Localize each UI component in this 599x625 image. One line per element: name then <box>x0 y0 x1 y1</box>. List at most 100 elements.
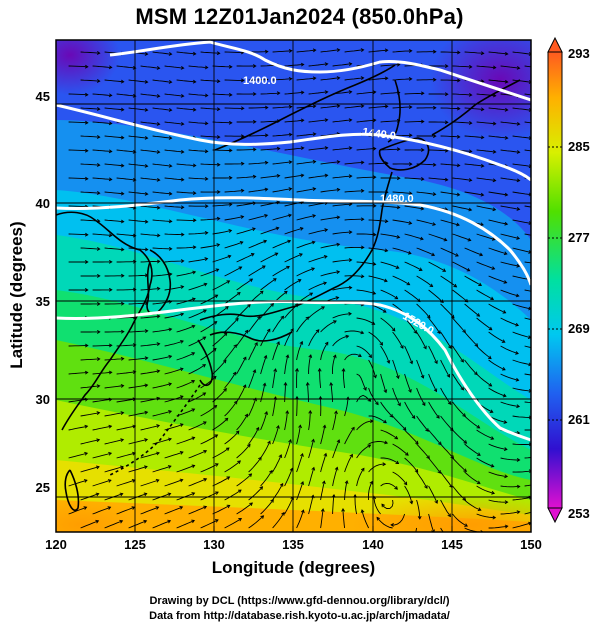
streamline-arrowhead <box>155 506 160 510</box>
streamline-arrowhead <box>228 120 233 125</box>
streamline-408 <box>512 331 531 339</box>
streamline-arrowhead <box>239 241 244 245</box>
streamline-arrowhead <box>317 367 322 372</box>
streamline-arrowhead <box>528 469 531 474</box>
streamline-arrowhead <box>288 132 293 137</box>
streamline-566 <box>92 452 112 459</box>
streamline-540 <box>404 429 419 445</box>
streamline-440 <box>344 353 362 361</box>
streamline-556 <box>320 425 326 445</box>
streamline-641 <box>488 499 508 503</box>
streamline-arrowhead <box>204 149 209 154</box>
streamline-arrowhead <box>156 342 161 346</box>
streamline-arrowhead <box>84 370 89 375</box>
streamline-arrowhead <box>405 452 409 456</box>
streamline-arrowhead <box>515 351 519 355</box>
streamline-501 <box>404 401 416 419</box>
streamline-arrowhead <box>264 49 269 54</box>
streamline-arrowhead <box>503 420 508 424</box>
streamline-arrowhead <box>372 146 377 151</box>
streamline-arrowhead <box>96 411 101 416</box>
streamline-615 <box>332 467 338 487</box>
streamline-46 <box>248 79 268 81</box>
streamline-337 <box>212 280 230 291</box>
x-tick-label: 145 <box>441 537 463 552</box>
streamline-623 <box>524 484 531 487</box>
streamline-552 <box>224 430 240 445</box>
streamline-63 <box>188 93 208 97</box>
y-tick-label: 45 <box>36 89 50 104</box>
streamline-192 <box>476 177 496 182</box>
streamline-110 <box>380 120 400 123</box>
streamline-arrowhead <box>332 354 337 359</box>
streamline-arrowhead <box>312 214 317 218</box>
streamline-arrowhead <box>390 523 394 527</box>
streamline-arrowhead <box>191 519 195 524</box>
streamline-203 <box>272 188 292 193</box>
streamline-arrowhead <box>244 413 249 418</box>
streamline-132 <box>440 135 460 138</box>
streamline-442 <box>392 359 399 379</box>
streamline-arrowhead <box>408 77 413 81</box>
streamline-249 <box>440 219 460 226</box>
streamline-arrowhead <box>262 382 267 387</box>
streamline-52 <box>392 78 412 81</box>
streamline-310 <box>500 261 520 267</box>
streamline-arrowhead <box>336 104 341 108</box>
streamline-arrowhead <box>384 48 389 53</box>
streamline-arrowhead <box>263 354 268 359</box>
streamline-653 <box>308 495 314 515</box>
streamline-444 <box>440 359 450 378</box>
streamline-675 <box>361 509 370 529</box>
streamline-547 <box>104 439 124 445</box>
streamline-arrowhead <box>504 51 509 56</box>
streamline-387 <box>476 317 493 331</box>
streamline-435 <box>224 344 237 361</box>
streamline-319 <box>248 265 266 277</box>
streamline-199 <box>176 191 196 194</box>
streamline-arrowhead <box>541 151 544 154</box>
streamline-672 <box>296 509 304 529</box>
streamline-arrowhead <box>516 404 521 409</box>
streamline-arrowhead <box>491 266 496 270</box>
streamline-311 <box>524 261 531 264</box>
streamline-arrowhead <box>120 219 125 224</box>
streamline-arrowhead <box>420 177 425 181</box>
streamline-arrowhead <box>492 121 497 126</box>
streamline-531 <box>188 421 207 431</box>
streamline-arrowhead <box>395 265 400 269</box>
streamline-270 <box>476 233 496 241</box>
streamline-434 <box>200 348 217 361</box>
streamline-arrowhead <box>168 327 173 332</box>
streamline-602 <box>488 471 508 477</box>
streamline-arrowhead <box>203 309 207 313</box>
streamline-arrowhead <box>84 92 89 97</box>
streamline-230 <box>452 205 472 211</box>
streamline-arrowhead <box>108 343 113 348</box>
streamline-182 <box>236 176 256 179</box>
streamline-arrowhead <box>96 438 101 443</box>
streamline-arrowhead <box>156 286 161 291</box>
streamline-151 <box>428 149 448 152</box>
streamline-arrowhead <box>437 330 441 335</box>
streamline-arrowhead <box>444 120 449 125</box>
streamline-arrowhead <box>240 78 245 83</box>
streamline-271 <box>500 233 520 239</box>
streamline-204 <box>296 188 316 193</box>
streamline-678 <box>440 527 444 532</box>
streamline-arrowhead <box>375 401 379 406</box>
streamline-381 <box>332 313 352 319</box>
streamline-arrowhead <box>156 259 161 264</box>
streamline-arrowhead <box>528 442 531 447</box>
streamline-arrowhead <box>108 121 113 126</box>
streamline-arrowhead <box>476 480 481 484</box>
streamline-482 <box>416 387 426 406</box>
streamline-253 <box>68 233 88 236</box>
streamline-arrowhead <box>372 175 377 180</box>
streamline-592 <box>248 457 262 473</box>
streamline-71 <box>380 92 400 95</box>
streamline-arrowhead <box>120 163 125 168</box>
streamline-arrowhead <box>216 216 221 221</box>
streamline-32 <box>380 64 400 67</box>
streamline-arrowhead <box>528 362 531 367</box>
